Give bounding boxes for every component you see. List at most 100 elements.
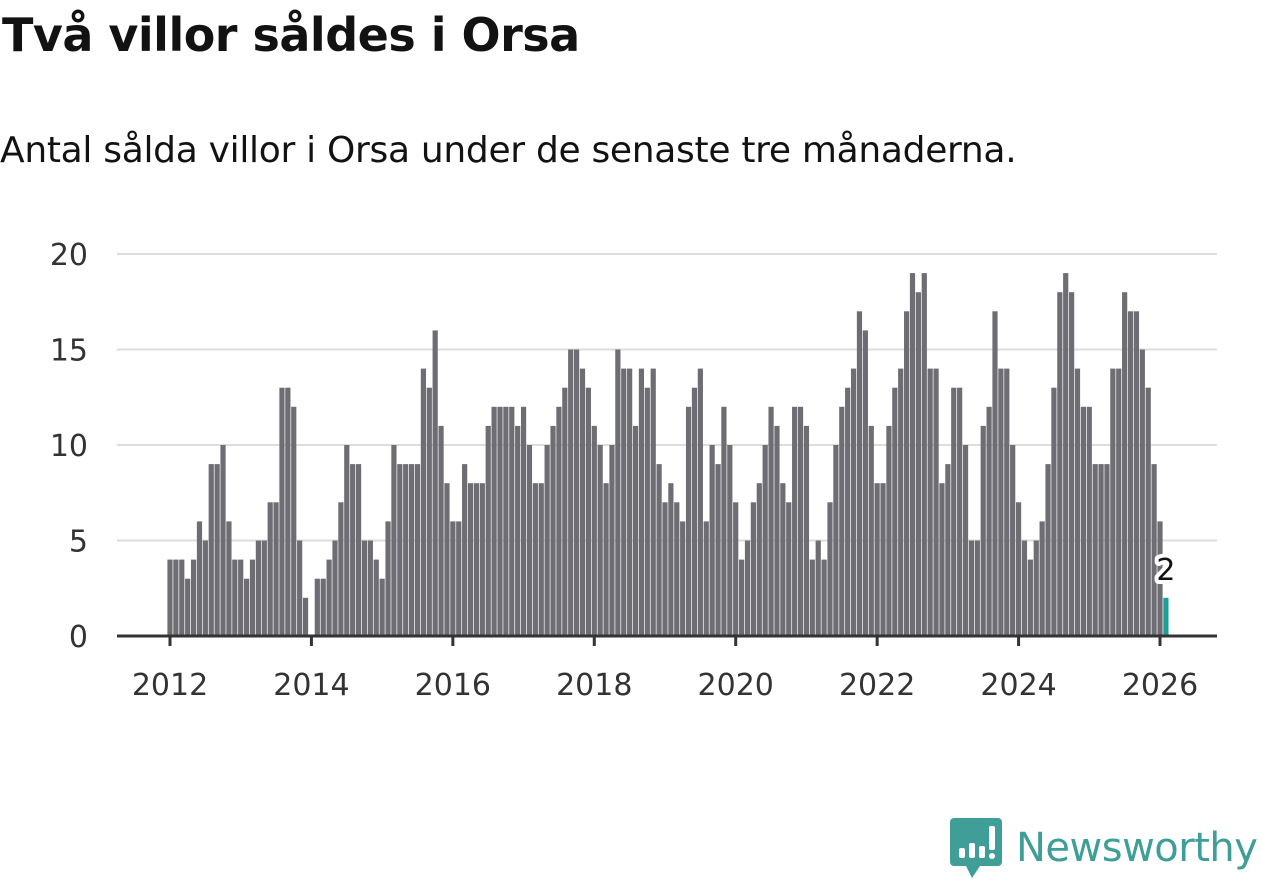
bar (1139, 349, 1145, 636)
bar (291, 406, 297, 636)
bar (1051, 387, 1057, 636)
bar (768, 406, 774, 636)
bar (1151, 464, 1157, 636)
bar (603, 483, 609, 636)
bar (238, 559, 244, 636)
bar (273, 502, 279, 636)
bar (344, 445, 350, 636)
bar (685, 406, 692, 636)
bar (226, 521, 232, 636)
bar (267, 502, 273, 636)
bars (167, 273, 1169, 636)
bar (898, 368, 904, 636)
bar (627, 368, 633, 636)
bar (1110, 368, 1116, 636)
bar (261, 540, 267, 636)
bar (208, 464, 214, 636)
bar (957, 387, 963, 636)
bar (845, 387, 851, 636)
y-tick-label: 15 (50, 334, 88, 369)
x-tick-label: 2016 (415, 668, 491, 703)
bar (391, 445, 397, 636)
bar (532, 483, 538, 636)
bar (945, 464, 951, 636)
bar (1145, 387, 1151, 636)
bar (568, 349, 574, 636)
bar (833, 445, 839, 636)
bar (485, 425, 491, 636)
newsworthy-logo: Newsworthy (950, 818, 1258, 878)
bar (432, 330, 438, 636)
bar (644, 387, 650, 636)
bar-highlight (1163, 597, 1169, 636)
bar (638, 368, 645, 636)
bar (279, 387, 285, 636)
bar (350, 464, 356, 636)
bar (656, 464, 662, 636)
bar (302, 597, 309, 636)
bar (615, 349, 621, 636)
bar (915, 292, 921, 636)
bar (509, 406, 515, 636)
bar (1098, 464, 1104, 636)
bar (190, 559, 197, 636)
x-tick-label: 2022 (839, 668, 915, 703)
bar (986, 406, 992, 636)
bar (921, 273, 927, 636)
bar (285, 387, 291, 636)
bar (232, 559, 238, 636)
bar (426, 387, 432, 636)
bar (414, 464, 421, 636)
newsworthy-logo-icon (950, 818, 1002, 878)
bar (515, 425, 521, 636)
bar (1116, 368, 1122, 636)
x-tick-label: 2018 (556, 668, 632, 703)
bar (974, 540, 980, 636)
bar (1045, 464, 1051, 636)
bar (850, 368, 857, 636)
bar (361, 540, 368, 636)
x-tick-label: 2014 (273, 668, 349, 703)
bar (373, 559, 379, 636)
bar (909, 273, 916, 636)
bar (597, 445, 603, 636)
bar (1027, 559, 1033, 636)
bar (1092, 464, 1098, 636)
bar (674, 502, 680, 636)
bar (185, 578, 191, 636)
bar (980, 425, 986, 636)
bar (562, 387, 568, 636)
bar (992, 311, 998, 636)
bar (202, 540, 208, 636)
bar (968, 540, 975, 636)
bar (220, 445, 226, 636)
bar (367, 540, 373, 636)
x-tick-label: 2026 (1122, 668, 1198, 703)
bar (1157, 521, 1163, 636)
bar (721, 406, 727, 636)
y-tick-label: 0 (69, 620, 88, 655)
highlight-value-label: 2 (1156, 553, 1175, 588)
bar (803, 425, 810, 636)
bar (680, 521, 686, 636)
bar (1074, 368, 1081, 636)
bar (479, 483, 485, 636)
bar (591, 425, 597, 636)
bar (320, 578, 326, 636)
bar (609, 445, 615, 636)
bar (727, 445, 733, 636)
bar (462, 464, 468, 636)
bar (379, 578, 385, 636)
bar (420, 368, 426, 636)
bar (473, 483, 480, 636)
bar (632, 425, 639, 636)
bar (244, 578, 250, 636)
bar (544, 445, 550, 636)
x-tick-label: 2020 (698, 668, 774, 703)
bar (621, 368, 627, 636)
bar (326, 559, 332, 636)
bar (650, 368, 656, 636)
bar (1033, 540, 1039, 636)
bar (1104, 464, 1110, 636)
bar (756, 483, 762, 636)
